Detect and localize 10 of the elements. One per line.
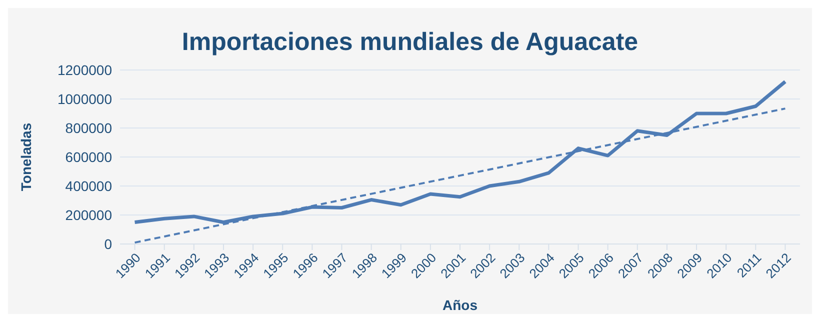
y-tick-label: 400000: [65, 178, 112, 194]
chart-title: Importaciones mundiales de Aguacate: [180, 27, 640, 58]
x-axis-title: Años: [442, 297, 478, 313]
y-tick-label: 600000: [65, 148, 112, 165]
y-tick-label: 0: [104, 236, 112, 252]
y-tick-label: 200000: [65, 206, 112, 223]
y-axis-title: Toneladas: [18, 122, 34, 192]
y-tick-label: 1200000: [57, 62, 112, 78]
y-tick-label: 1000000: [57, 90, 112, 107]
y-tick-label: 800000: [65, 120, 112, 136]
